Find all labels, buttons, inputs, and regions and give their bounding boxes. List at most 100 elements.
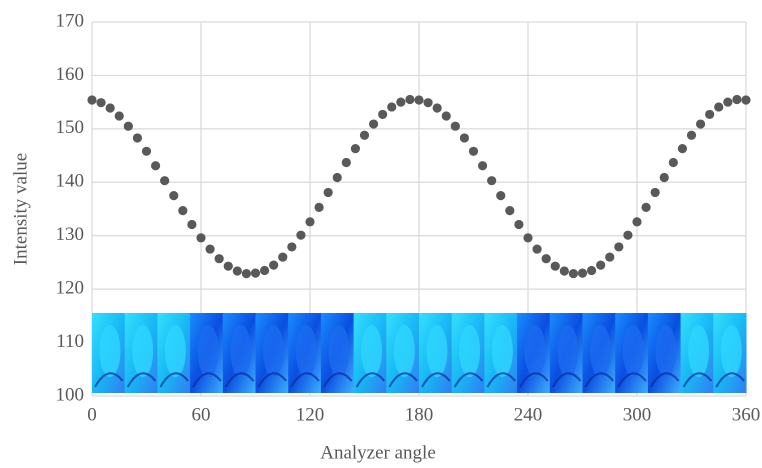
image-blob bbox=[720, 325, 742, 377]
image-blob bbox=[197, 325, 219, 377]
point bbox=[423, 98, 433, 108]
image-edge bbox=[682, 372, 713, 388]
image-edge bbox=[486, 372, 516, 388]
image-blob bbox=[688, 325, 710, 377]
y-tick-label: 140 bbox=[56, 171, 85, 192]
image-blob bbox=[361, 325, 383, 377]
point bbox=[614, 242, 624, 252]
image-strip bbox=[92, 313, 747, 393]
image-edge bbox=[323, 372, 353, 388]
x-tick-label: 0 bbox=[87, 404, 97, 425]
image-edge bbox=[715, 372, 745, 388]
image-blob bbox=[164, 325, 186, 377]
point bbox=[586, 265, 597, 276]
x-tick-label: 180 bbox=[405, 404, 434, 425]
point bbox=[432, 103, 442, 113]
point bbox=[387, 102, 397, 112]
point bbox=[714, 102, 724, 112]
point bbox=[605, 252, 615, 262]
point bbox=[314, 202, 324, 212]
point bbox=[523, 233, 533, 243]
point bbox=[487, 176, 497, 186]
point bbox=[105, 103, 115, 113]
point bbox=[677, 144, 688, 154]
image-blob bbox=[99, 325, 121, 377]
point bbox=[187, 219, 197, 230]
x-axis-label: Analyzer angle bbox=[320, 442, 436, 463]
point bbox=[196, 233, 206, 243]
point bbox=[541, 254, 551, 264]
point bbox=[378, 109, 388, 120]
x-tick-label: 300 bbox=[623, 404, 652, 425]
point bbox=[87, 95, 97, 105]
y-tick-label: 130 bbox=[56, 224, 85, 245]
y-tick-label: 100 bbox=[56, 384, 85, 405]
image-edge bbox=[159, 372, 189, 388]
point bbox=[114, 111, 124, 121]
point bbox=[368, 119, 379, 129]
point bbox=[732, 94, 742, 105]
point bbox=[723, 97, 733, 107]
image-edge bbox=[650, 372, 680, 388]
point bbox=[305, 217, 315, 227]
image-edge bbox=[453, 372, 484, 388]
point bbox=[695, 119, 706, 129]
point bbox=[405, 94, 415, 105]
point bbox=[441, 111, 451, 121]
image-edge bbox=[192, 372, 222, 388]
point bbox=[160, 176, 170, 186]
image-edge bbox=[94, 372, 124, 388]
image-edge bbox=[584, 372, 614, 388]
x-tick-label: 60 bbox=[192, 404, 211, 425]
image-edge bbox=[126, 372, 157, 388]
image-blob bbox=[655, 325, 677, 377]
point bbox=[668, 157, 678, 168]
point bbox=[577, 268, 588, 278]
point bbox=[477, 161, 488, 171]
point bbox=[568, 269, 579, 279]
point bbox=[496, 191, 506, 201]
image-blob bbox=[491, 325, 513, 377]
y-tick-label: 120 bbox=[56, 278, 85, 299]
point bbox=[232, 266, 242, 276]
point bbox=[741, 95, 751, 105]
point bbox=[359, 130, 370, 140]
point bbox=[141, 146, 152, 156]
image-edge bbox=[388, 372, 418, 388]
point bbox=[596, 260, 606, 270]
image-blob bbox=[263, 325, 284, 377]
point bbox=[632, 217, 642, 227]
point bbox=[287, 242, 297, 252]
image-blob bbox=[622, 325, 644, 377]
marks bbox=[87, 94, 751, 279]
point bbox=[450, 121, 460, 131]
point bbox=[278, 252, 288, 262]
image-edge bbox=[617, 372, 647, 388]
image-edge bbox=[421, 372, 451, 388]
point bbox=[323, 187, 333, 198]
point bbox=[205, 244, 215, 254]
point bbox=[650, 187, 660, 198]
image-blob bbox=[328, 325, 350, 377]
point bbox=[505, 206, 515, 216]
image-blob bbox=[426, 325, 448, 377]
image-blob bbox=[459, 325, 481, 377]
point bbox=[96, 98, 106, 108]
point bbox=[532, 244, 542, 254]
point bbox=[686, 130, 697, 140]
point bbox=[132, 133, 143, 143]
image-blob bbox=[295, 325, 317, 377]
point bbox=[659, 172, 669, 183]
point bbox=[178, 206, 188, 216]
point bbox=[459, 133, 470, 143]
image-blob bbox=[524, 325, 546, 377]
y-axis-label: Intensity value bbox=[10, 153, 31, 265]
point bbox=[223, 261, 233, 271]
image-edge bbox=[355, 372, 386, 388]
point bbox=[259, 265, 270, 276]
point bbox=[341, 157, 351, 168]
point bbox=[559, 266, 569, 276]
image-edge bbox=[224, 372, 255, 388]
point bbox=[414, 95, 424, 105]
